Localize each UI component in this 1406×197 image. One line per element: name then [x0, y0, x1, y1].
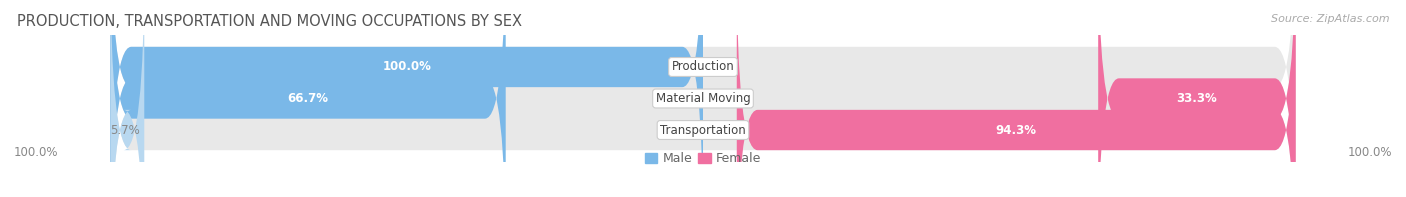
Text: 66.7%: 66.7%	[288, 92, 329, 105]
Text: 94.3%: 94.3%	[995, 124, 1036, 137]
FancyBboxPatch shape	[111, 0, 1295, 197]
FancyBboxPatch shape	[111, 0, 1295, 197]
FancyBboxPatch shape	[111, 0, 506, 197]
Text: 5.7%: 5.7%	[111, 124, 141, 137]
FancyBboxPatch shape	[111, 0, 1295, 197]
Text: PRODUCTION, TRANSPORTATION AND MOVING OCCUPATIONS BY SEX: PRODUCTION, TRANSPORTATION AND MOVING OC…	[17, 14, 522, 29]
Text: Transportation: Transportation	[661, 124, 745, 137]
Text: 100.0%: 100.0%	[14, 146, 59, 159]
Legend: Male, Female: Male, Female	[645, 152, 761, 165]
Text: Production: Production	[672, 60, 734, 73]
Text: Material Moving: Material Moving	[655, 92, 751, 105]
FancyBboxPatch shape	[1098, 0, 1295, 197]
FancyBboxPatch shape	[111, 0, 703, 197]
Text: 33.3%: 33.3%	[1177, 92, 1218, 105]
Text: 100.0%: 100.0%	[1347, 146, 1392, 159]
FancyBboxPatch shape	[737, 0, 1295, 197]
FancyBboxPatch shape	[111, 0, 145, 197]
Text: Source: ZipAtlas.com: Source: ZipAtlas.com	[1271, 14, 1389, 24]
Text: 100.0%: 100.0%	[382, 60, 432, 73]
